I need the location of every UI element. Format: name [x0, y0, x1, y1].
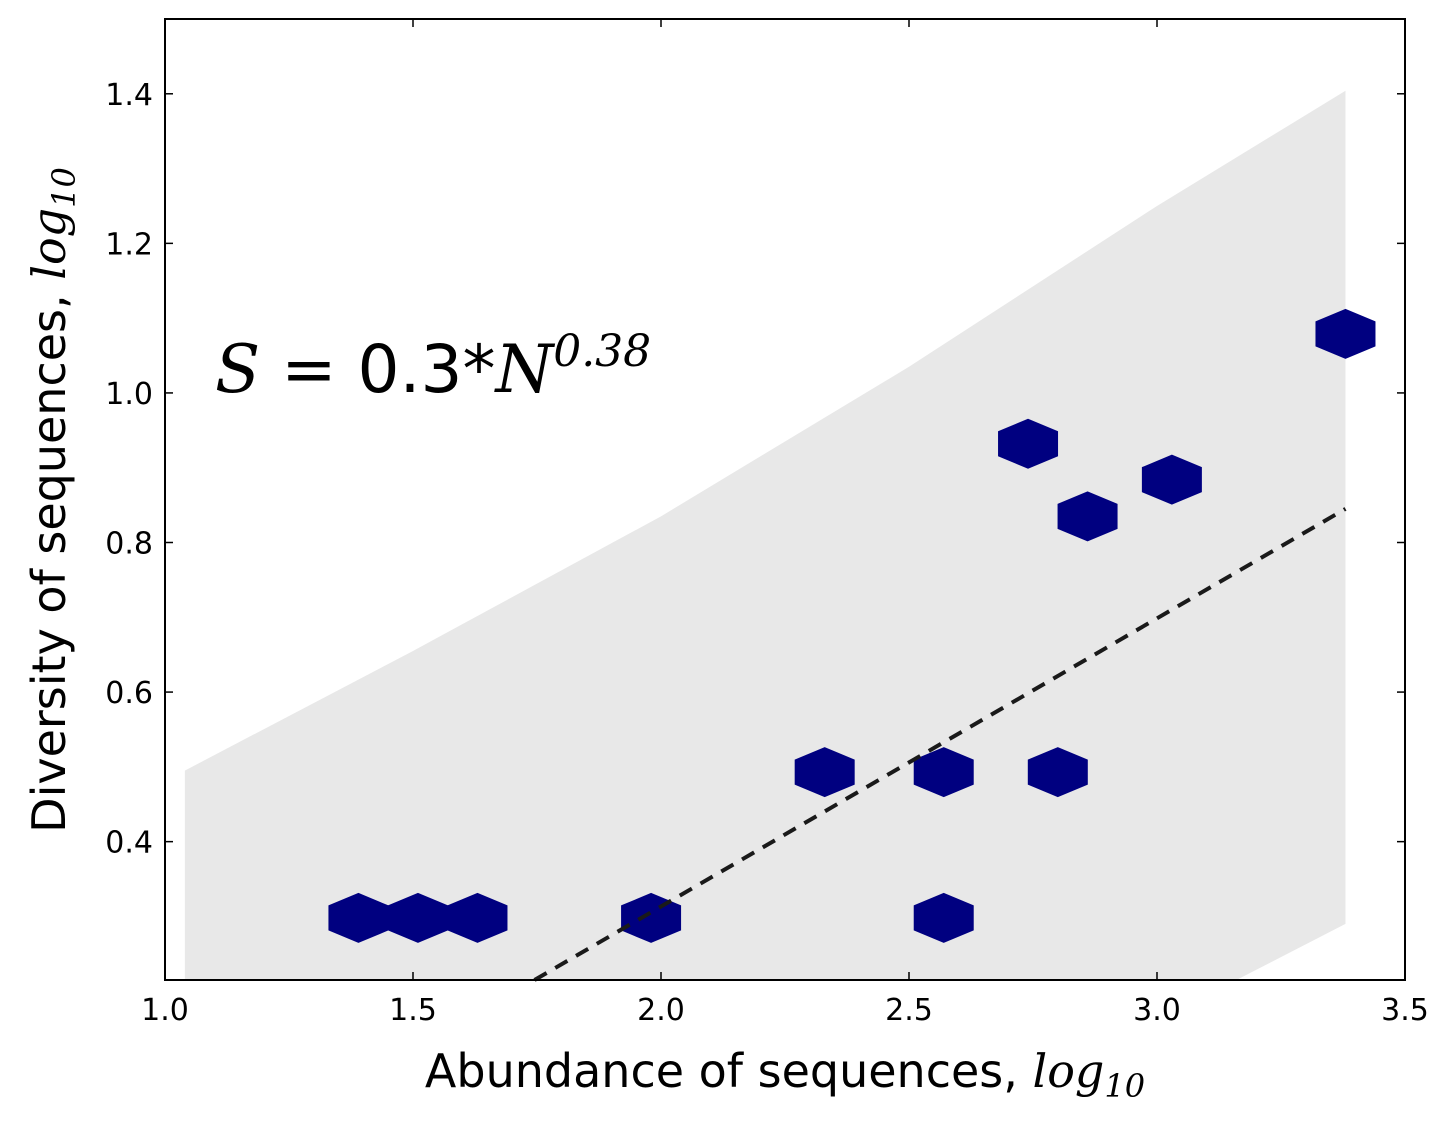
y-tick-label: 0.6	[105, 676, 153, 711]
hexbin-4	[913, 892, 974, 943]
hexbin-layer	[328, 308, 1376, 943]
plot-frame	[164, 18, 1406, 981]
x-tick-label: 1.0	[141, 993, 189, 1028]
hexbin-1	[387, 892, 448, 943]
hexbin-5	[794, 747, 855, 798]
x-tick-label: 1.5	[389, 993, 437, 1028]
equation-s: S	[215, 331, 260, 408]
equation-n: N	[493, 331, 555, 408]
x-tick-label: 3.5	[1381, 993, 1429, 1028]
x-axis-label: Abundance of sequences, log10	[425, 1044, 1145, 1105]
y-tick-label: 0.4	[105, 826, 153, 861]
x-tick-label: 2.0	[637, 993, 685, 1028]
hexbin-0	[328, 892, 389, 943]
y-tick-label: 1.2	[105, 227, 153, 262]
hexbin-10	[1141, 454, 1202, 505]
hexbin-11	[1315, 308, 1376, 359]
y-tick-label: 1.0	[105, 377, 153, 412]
y-tick-label: 1.4	[105, 78, 153, 113]
hexbin-7	[1027, 747, 1088, 798]
y-axis-label: Diversity of sequences, log10	[22, 167, 83, 833]
y-tick-label: 0.8	[105, 527, 153, 562]
equation-exponent: 0.38	[553, 326, 651, 377]
x-tick-label: 2.5	[885, 993, 933, 1028]
ticks: 1.0 1.5 2.0 2.5 3.0 3.5 0.4 0.6 0.8 1.0 1.2 1.4	[105, 19, 1429, 1028]
hexbin-2	[447, 892, 508, 943]
hexbin-8	[1057, 491, 1118, 542]
equation-annotation: S = 0.3*N0.38	[215, 326, 651, 408]
fit-line	[533, 507, 1347, 982]
equation-body: = 0.3*	[260, 331, 495, 408]
x-tick-label: 3.0	[1133, 993, 1181, 1028]
hexbin-9	[998, 418, 1059, 469]
hexbin-6	[913, 747, 974, 798]
